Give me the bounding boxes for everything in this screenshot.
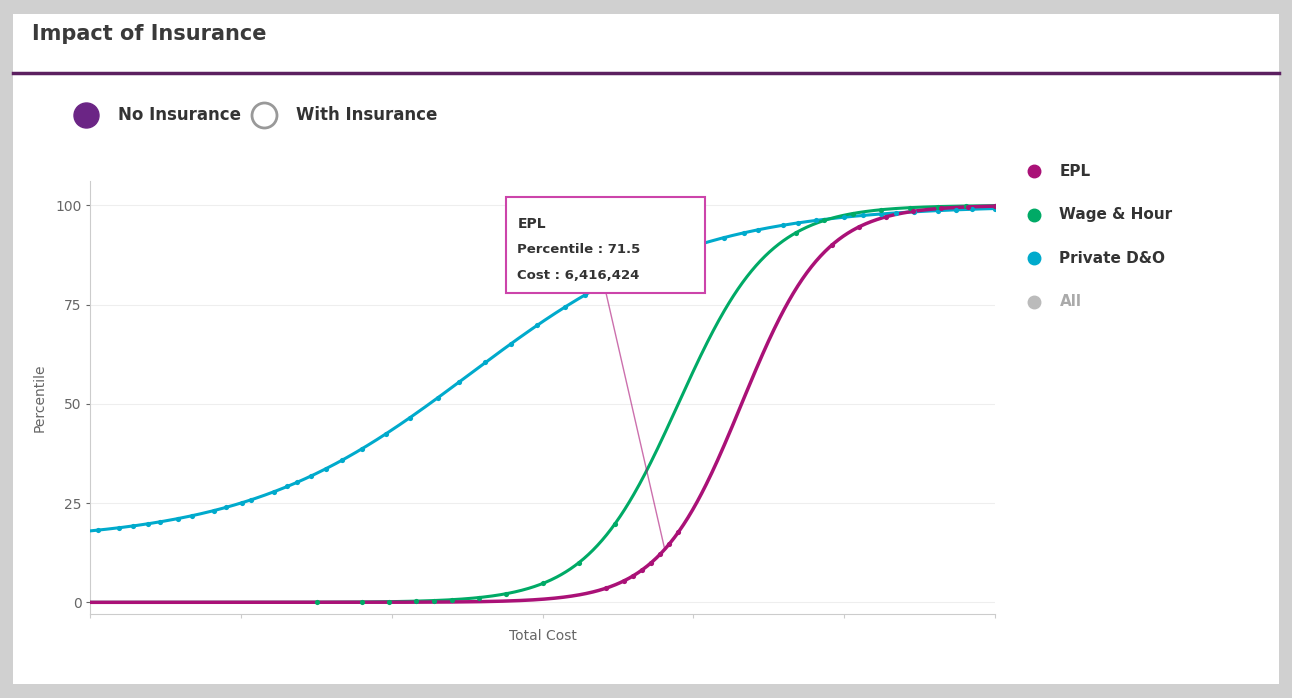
Point <box>351 596 372 607</box>
Point <box>659 538 680 549</box>
Point <box>424 595 444 606</box>
Point <box>442 594 463 605</box>
Point <box>806 215 827 226</box>
Point <box>532 578 553 589</box>
Point <box>605 518 625 529</box>
Point <box>849 221 870 232</box>
Point <box>306 597 327 608</box>
Point <box>264 487 284 498</box>
Text: Cost : 6,416,424: Cost : 6,416,424 <box>517 269 640 282</box>
Point <box>822 239 842 251</box>
Point <box>928 201 948 212</box>
Point <box>903 206 924 217</box>
Point <box>773 220 793 231</box>
Point <box>650 549 671 560</box>
Point <box>379 596 399 607</box>
Text: With Insurance: With Insurance <box>296 106 437 124</box>
Point <box>886 207 907 218</box>
Point <box>109 522 129 533</box>
Point <box>614 575 634 586</box>
Point <box>641 557 662 568</box>
Point <box>399 412 420 423</box>
Point <box>748 224 769 235</box>
Point <box>203 505 224 517</box>
FancyBboxPatch shape <box>506 198 705 292</box>
Point <box>332 454 353 466</box>
Point <box>899 202 920 214</box>
Point <box>376 428 397 439</box>
Text: All: All <box>1059 295 1081 309</box>
Point <box>301 470 322 482</box>
Point <box>168 513 189 524</box>
Point <box>985 200 1005 211</box>
Point <box>903 206 924 217</box>
Text: EPL: EPL <box>517 217 547 231</box>
Point <box>216 502 236 513</box>
Point <box>556 302 576 313</box>
Text: Impact of Insurance: Impact of Insurance <box>32 24 267 45</box>
Point <box>278 481 298 492</box>
Point <box>632 564 652 575</box>
Point <box>469 592 490 603</box>
Point <box>596 583 616 594</box>
Point <box>833 211 854 223</box>
Point <box>501 338 522 349</box>
X-axis label: Total Cost: Total Cost <box>509 629 576 643</box>
Y-axis label: Percentile: Percentile <box>32 364 47 432</box>
Point <box>240 494 261 505</box>
Point <box>814 215 835 226</box>
Point <box>871 204 891 215</box>
Point <box>961 204 982 215</box>
Point <box>231 497 252 508</box>
Point <box>351 443 372 454</box>
Point <box>623 570 643 581</box>
Point <box>871 209 891 220</box>
Point <box>496 588 517 599</box>
Point <box>287 477 307 488</box>
Text: Wage & Hour: Wage & Hour <box>1059 207 1173 222</box>
Point <box>406 595 426 607</box>
Text: No Insurance: No Insurance <box>118 106 240 124</box>
Point <box>150 517 171 528</box>
Point <box>575 289 596 300</box>
Point <box>181 510 202 521</box>
Point <box>853 210 873 221</box>
Point <box>786 227 806 238</box>
Point <box>985 203 1005 214</box>
Point <box>315 463 336 474</box>
Point <box>957 201 978 212</box>
Point <box>985 200 1005 211</box>
Point <box>568 557 589 568</box>
Text: Private D&O: Private D&O <box>1059 251 1165 266</box>
Point <box>428 392 448 403</box>
Point <box>123 520 143 531</box>
Point <box>137 518 158 529</box>
Point <box>527 320 548 331</box>
Point <box>448 376 469 387</box>
Point <box>930 203 951 214</box>
Point <box>88 524 109 535</box>
Text: Percentile : 71.5: Percentile : 71.5 <box>517 243 641 256</box>
Point <box>876 211 897 222</box>
Point <box>713 232 734 244</box>
Text: EPL: EPL <box>1059 163 1090 179</box>
Point <box>788 217 809 228</box>
Point <box>475 357 496 368</box>
Point <box>734 228 755 239</box>
Point <box>928 205 948 216</box>
Point <box>946 205 966 216</box>
Point <box>668 527 689 538</box>
Point <box>842 208 863 219</box>
Point <box>956 200 977 211</box>
